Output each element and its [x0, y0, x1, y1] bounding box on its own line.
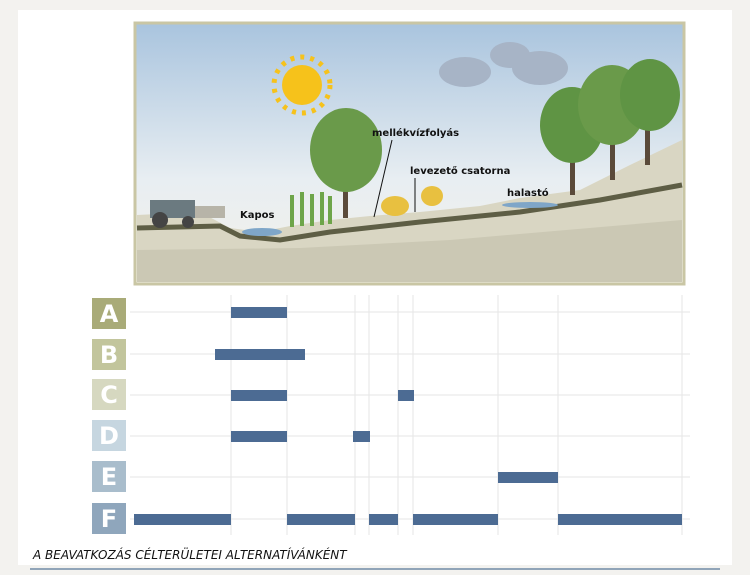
bar: [353, 431, 370, 442]
label: halastó: [507, 187, 549, 199]
bar: [231, 390, 287, 401]
river: [242, 228, 282, 236]
bars: [134, 307, 682, 525]
illustration: Kapos mellékvízfolyás levezető csatorna …: [133, 21, 686, 286]
bar: [413, 514, 498, 525]
bar: [231, 431, 287, 442]
crops: [290, 192, 332, 227]
subsoil: [137, 220, 682, 282]
sun: [271, 54, 333, 116]
label: Kapos: [240, 210, 275, 221]
bar: [231, 307, 287, 318]
row-letter: C: [100, 381, 118, 409]
bar: [215, 349, 305, 360]
row-letter: A: [100, 300, 119, 328]
caption: A BEAVATKOZÁS CÉLTERÜLETEI ALTERNATÍVÁNK…: [32, 546, 348, 562]
pointer: [373, 139, 393, 218]
pond: [502, 202, 558, 208]
bar: [498, 472, 558, 483]
label: levezető csatorna: [410, 165, 510, 177]
row-letter: B: [100, 341, 118, 369]
trees: [310, 59, 680, 218]
clouds: [439, 42, 568, 87]
bar: [369, 514, 398, 525]
label: mellékvízfolyás: [372, 127, 459, 139]
soil-line: [136, 182, 683, 243]
row-letter: D: [99, 422, 119, 450]
row-letter: F: [101, 505, 117, 533]
row-labels: A B C D E F: [92, 298, 126, 534]
bar: [287, 514, 355, 525]
bar: [134, 514, 231, 525]
tractor: [150, 200, 225, 228]
row-letter: E: [101, 463, 117, 491]
bar: [398, 390, 414, 401]
wheat: [381, 186, 443, 216]
bar: [558, 514, 682, 525]
